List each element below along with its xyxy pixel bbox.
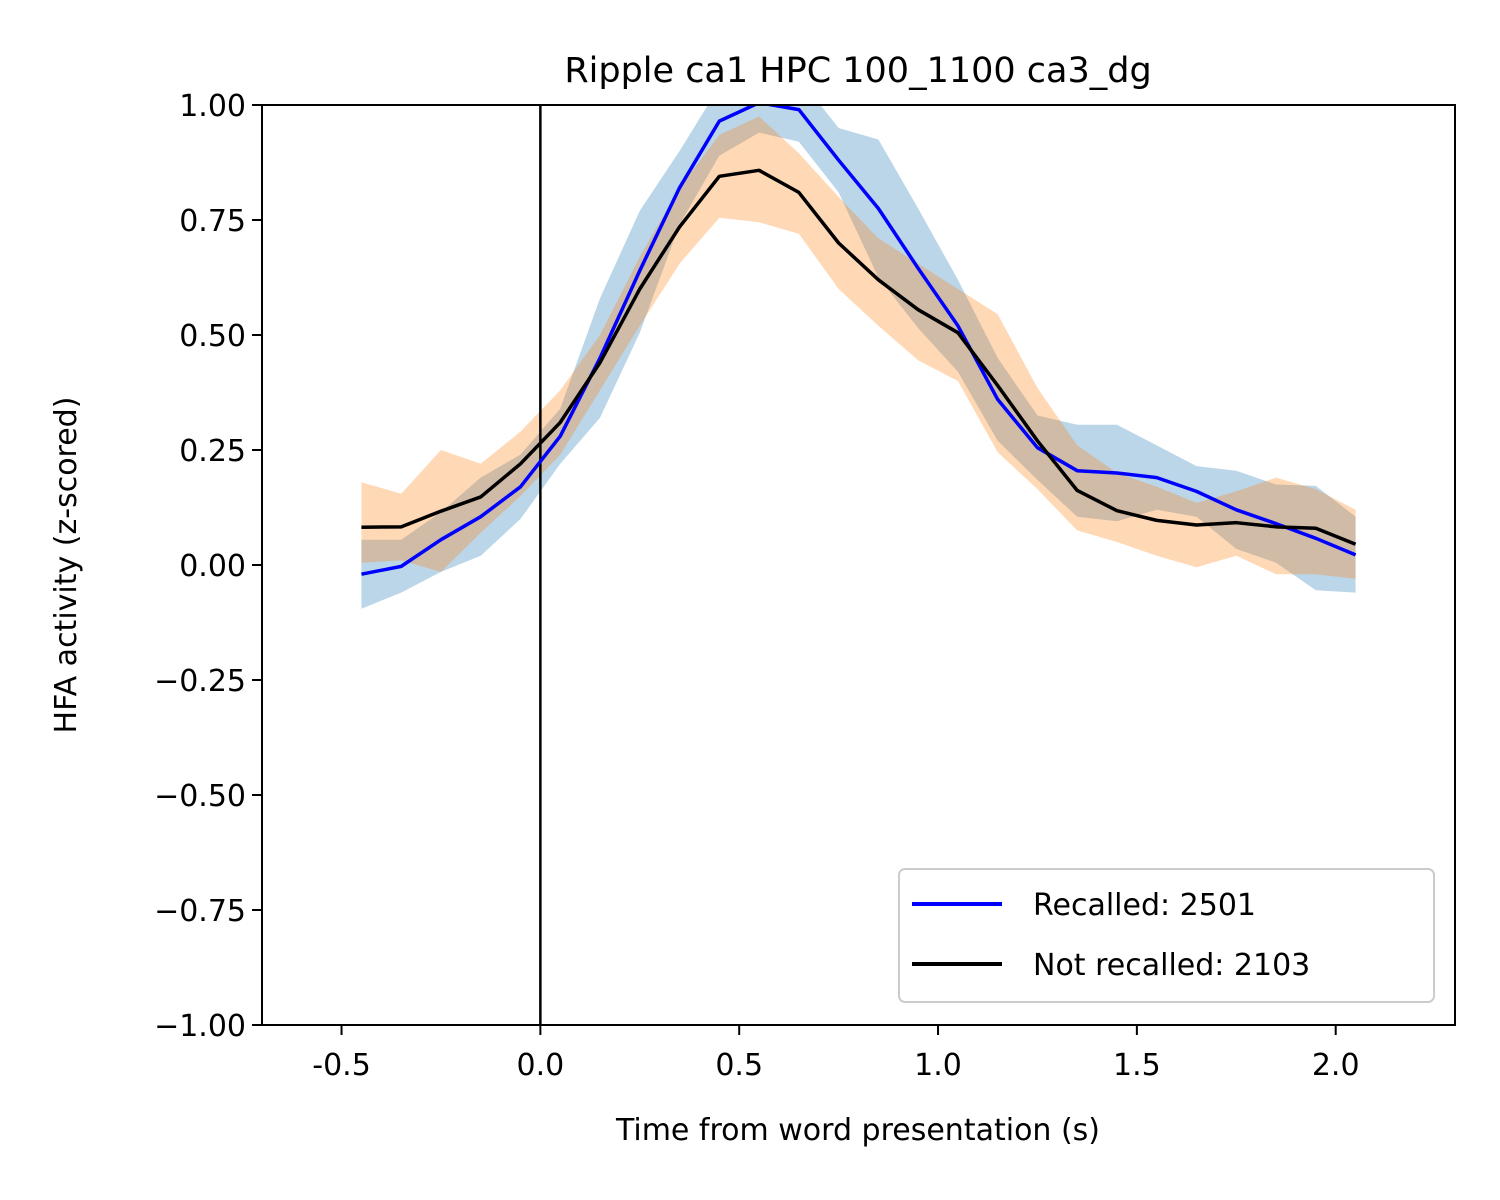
y-tick-label: 1.00 [179, 89, 246, 124]
legend-label-recalled: Recalled: 2501 [1033, 888, 1256, 923]
x-axis-ticks: -0.5 0.0 0.5 1.0 1.5 2.0 [312, 1025, 1360, 1083]
x-tick-label: 0.0 [517, 1048, 565, 1083]
y-tick-label: 0.00 [179, 549, 246, 584]
y-tick-label: 0.75 [179, 204, 246, 239]
series-line-recalled [361, 105, 1357, 576]
legend-label-not-recalled: Not recalled: 2103 [1033, 948, 1310, 983]
y-axis-label: HFA activity (z-scored) [49, 397, 84, 734]
y-tick-label: −1.00 [154, 1009, 246, 1044]
x-tick-label: 1.5 [1113, 1048, 1161, 1083]
y-axis-ticks: 1.00 0.75 0.50 0.25 0.00 −0.25 −0.50 −0.75 −1.00 [154, 89, 262, 1044]
y-tick-label: −0.25 [154, 664, 246, 699]
x-tick-label: 2.0 [1312, 1048, 1360, 1083]
legend-box [898, 868, 1435, 1003]
confidence-bands [361, 105, 1356, 609]
confidence-band-not-recalled [361, 116, 1356, 579]
series-lines [361, 105, 1357, 576]
x-tick-label: 0.5 [715, 1048, 763, 1083]
legend: Recalled: 2501 Not recalled: 2103 [898, 868, 1435, 1003]
x-tick-label: 1.0 [914, 1048, 962, 1083]
chart-title: Ripple ca1 HPC 100_1100 ca3_dg [564, 51, 1151, 91]
y-tick-label: 0.25 [179, 434, 246, 469]
x-axis-label: Time from word presentation (s) [615, 1113, 1100, 1148]
y-tick-label: 0.50 [179, 319, 246, 354]
x-tick-label: -0.5 [312, 1048, 371, 1083]
y-tick-label: −0.50 [154, 779, 246, 814]
y-tick-label: −0.75 [154, 894, 246, 929]
confidence-band-recalled [361, 105, 1356, 609]
series-line-not-recalled [361, 168, 1357, 546]
